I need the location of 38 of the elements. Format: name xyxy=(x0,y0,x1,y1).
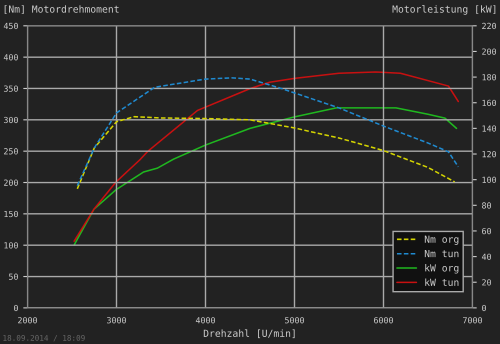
y2-tick-label: 140 xyxy=(482,125,496,132)
x-tick-label: 6000 xyxy=(374,317,393,324)
line-series xyxy=(76,116,456,190)
y-tick-label: 50 xyxy=(9,274,18,280)
y2-tick-label: 60 xyxy=(482,228,492,234)
y-tick-label: 400 xyxy=(4,54,18,60)
y2-tick-label: 100 xyxy=(482,176,496,183)
y-tick-label: 250 xyxy=(4,148,18,154)
x-tick-label: 7000 xyxy=(463,317,482,324)
y2-tick-label: 20 xyxy=(482,279,492,286)
y2-tick-label: 120 xyxy=(482,151,496,158)
x-tick-label: 5000 xyxy=(285,317,304,324)
line-series xyxy=(76,77,460,186)
y2-tick-label: 180 xyxy=(482,74,496,80)
x-axis-title: Drehzahl [U/min] xyxy=(204,329,295,338)
legend-label: kW tun xyxy=(425,278,458,286)
legend-label: kW org xyxy=(425,264,458,274)
y-tick-label: 100 xyxy=(4,242,18,248)
x-tick-label: 3000 xyxy=(107,317,126,324)
legend-label: Nm tun xyxy=(424,250,458,258)
y2-tick-label: 200 xyxy=(482,48,496,55)
y2-axis-title: Motorleistung [kW] xyxy=(392,5,496,15)
y2-tick-label: 220 xyxy=(482,22,496,30)
y2-tick-label: 80 xyxy=(482,202,492,209)
y-tick-label: 350 xyxy=(4,85,18,92)
y-tick-label: 150 xyxy=(4,210,18,218)
y-axis-title: [Nm] Motordrehmoment xyxy=(4,5,119,14)
y-tick-label: 200 xyxy=(4,180,18,186)
y2-tick-label: 160 xyxy=(482,100,496,106)
y2-tick-label: 0 xyxy=(482,304,486,312)
legend-label: Nm org xyxy=(424,236,458,245)
y-tick-label: 300 xyxy=(4,116,18,124)
y-tick-label: 0 xyxy=(14,304,18,312)
y2-tick-label: 40 xyxy=(482,254,492,260)
x-tick-label: 4000 xyxy=(196,317,215,324)
line-series xyxy=(73,107,458,246)
y-tick-label: 450 xyxy=(4,22,18,30)
x-tick-label: 2000 xyxy=(18,317,37,324)
